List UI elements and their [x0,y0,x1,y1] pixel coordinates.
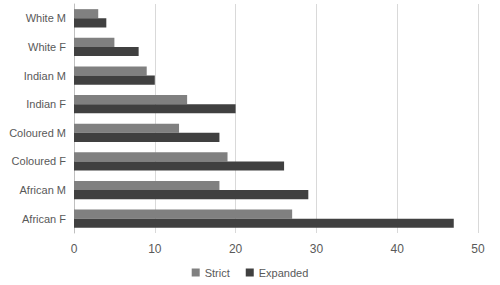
svg-text:Expanded: Expanded [259,267,309,279]
svg-text:African F: African F [22,213,66,225]
svg-text:40: 40 [391,242,405,256]
svg-text:Coloured M: Coloured M [9,127,66,139]
svg-text:Indian F: Indian F [26,98,66,110]
svg-text:Coloured F: Coloured F [12,155,67,167]
svg-text:African M: African M [20,184,66,196]
svg-text:10: 10 [148,242,162,256]
svg-text:Indian M: Indian M [24,70,66,82]
svg-text:50: 50 [471,242,485,256]
svg-text:White M: White M [26,12,66,24]
svg-text:20: 20 [229,242,243,256]
svg-text:White F: White F [28,41,66,53]
svg-text:0: 0 [71,242,78,256]
svg-text:Strict: Strict [205,267,230,279]
svg-text:30: 30 [310,242,324,256]
